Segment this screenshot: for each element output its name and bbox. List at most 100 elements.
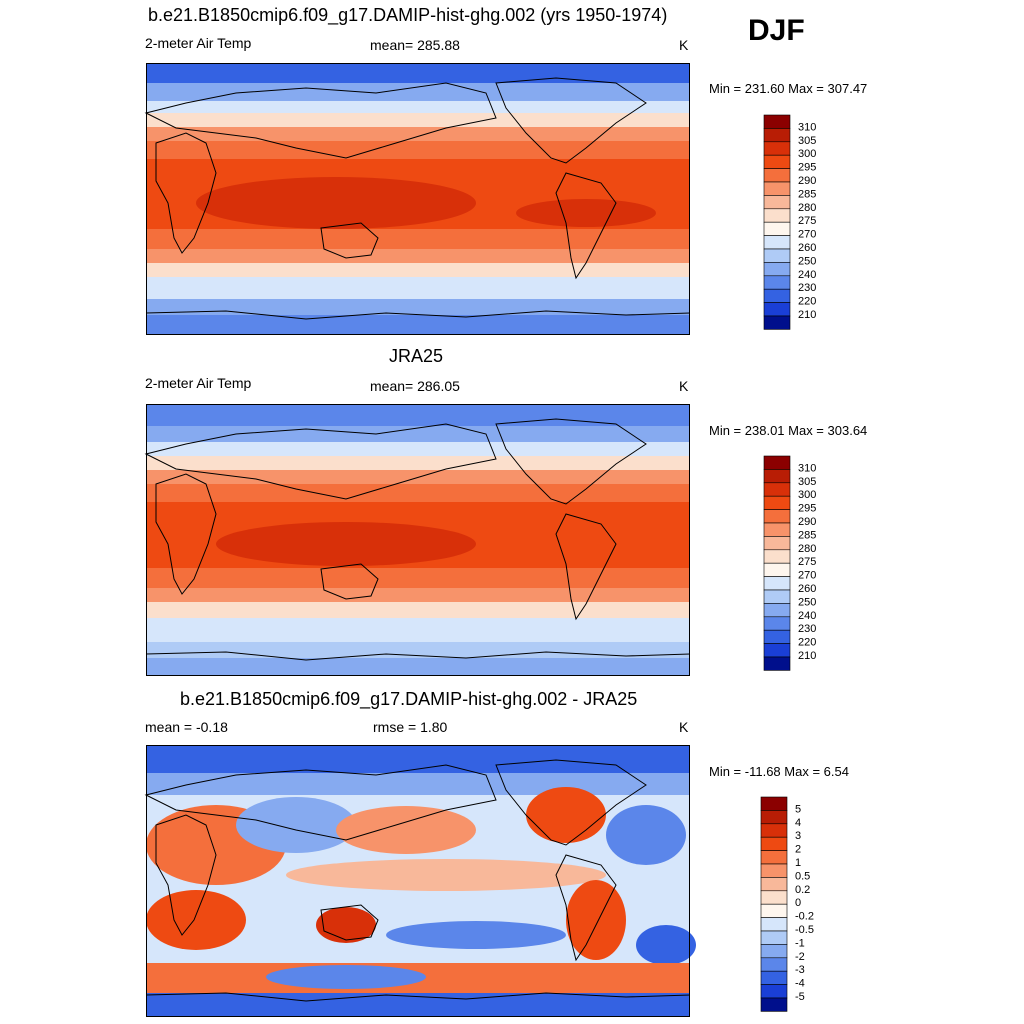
band: [146, 63, 690, 83]
coastline-africa: [155, 473, 217, 595]
anomaly-blob: [386, 921, 566, 949]
anomaly-blob: [606, 805, 686, 865]
colorbar-tick-label: 295: [798, 162, 816, 174]
colorbar-swatch: [760, 863, 788, 878]
colorbar-tick-label: -0.5: [795, 924, 814, 936]
coastline-north-america: [495, 759, 647, 846]
colorbar-swatch: [763, 522, 791, 537]
coastline-australia: [320, 222, 379, 259]
colorbar-tick-label: 4: [795, 817, 801, 829]
colorbar-swatch: [763, 221, 791, 236]
coastline-north-america: [495, 77, 647, 164]
colorbar-swatch: [763, 643, 791, 658]
colorbar-tick-label: 310: [798, 462, 816, 474]
anomaly-blob: [566, 880, 626, 960]
panel-obs-variable-label: 2-meter Air Temp: [145, 375, 252, 391]
panel-model-map: [144, 63, 691, 335]
panel-obs-minmax: Min = 238.01 Max = 303.64: [709, 423, 868, 438]
colorbar-swatch: [760, 796, 788, 811]
band: [146, 127, 690, 141]
colorbar-swatch: [763, 562, 791, 577]
colorbar-tick-label: -3: [795, 964, 805, 976]
panel-obs-map: [144, 404, 691, 676]
colorbar-tick-label: 260: [798, 242, 816, 254]
colorbar-tick-label: -4: [795, 978, 805, 990]
season-label: DJF: [748, 14, 805, 47]
colorbar-swatch: [763, 629, 791, 644]
map-frame: [146, 404, 690, 676]
colorbar-swatch: [763, 114, 791, 129]
colorbar-tick-label: 300: [798, 489, 816, 501]
colorbar-tick-label: 275: [798, 215, 816, 227]
coastline-south-america: [555, 172, 617, 280]
colorbar-swatch: [763, 128, 791, 143]
anomaly-blob: [146, 890, 246, 950]
coastline-australia: [320, 904, 379, 941]
warm-pool: [516, 199, 656, 227]
colorbar-swatch: [763, 235, 791, 250]
colorbar-swatch: [763, 141, 791, 156]
colorbar-tick-label: -0.2: [795, 911, 814, 923]
coastline-antarctica: [145, 992, 691, 1002]
panel-model-units-label: K: [679, 37, 689, 53]
colorbar-swatch: [763, 168, 791, 183]
coastline-south-america: [555, 854, 617, 962]
colorbar-swatch: [763, 656, 791, 671]
colorbar-swatch: [760, 984, 788, 999]
colorbar-tick-label: 220: [798, 637, 816, 649]
colorbar-swatch: [760, 957, 788, 972]
colorbar-swatch: [763, 509, 791, 524]
colorbar-swatch: [763, 302, 791, 317]
colorbar-tick-label: 230: [798, 282, 816, 294]
colorbar-tick-label: 260: [798, 583, 816, 595]
colorbar-tick-label: 310: [798, 121, 816, 133]
band: [146, 456, 690, 470]
band: [146, 83, 690, 101]
coastline-north-america: [495, 418, 647, 505]
colorbar-swatch: [760, 890, 788, 905]
colorbar-swatch: [763, 288, 791, 303]
coastline-eurasia: [144, 423, 497, 500]
colorbar-tick-label: 3: [795, 830, 801, 842]
coastline-eurasia: [144, 82, 497, 159]
colorbar-tick-label: 230: [798, 623, 816, 635]
colorbar-swatch: [760, 917, 788, 932]
panel-diff-title: b.e21.B1850cmip6.f09_g17.DAMIP-hist-ghg.…: [180, 689, 638, 709]
colorbar-tick-label: 1: [795, 857, 801, 869]
colorbar-tick-label: 285: [798, 529, 816, 541]
colorbar-swatch: [763, 455, 791, 470]
colorbar-tick-label: 210: [798, 650, 816, 662]
band: [146, 101, 690, 113]
coastline-south-america: [555, 513, 617, 621]
colorbar-tick-label: 305: [798, 135, 816, 147]
band: [146, 618, 690, 642]
panel-diff-minmax: Min = -11.68 Max = 6.54: [709, 764, 849, 779]
band: [146, 602, 690, 618]
colorbar-swatch: [763, 275, 791, 290]
colorbar-tick-label: 305: [798, 476, 816, 488]
panel-diff-mean-label: mean = -0.18: [145, 719, 228, 735]
colorbar-tick-label: 2: [795, 844, 801, 856]
coastline-australia: [320, 563, 379, 600]
panel-model-minmax: Min = 231.60 Max = 307.47: [709, 81, 868, 96]
colorbar-swatch: [763, 482, 791, 497]
band: [146, 426, 690, 442]
colorbar-swatch: [760, 877, 788, 892]
anomaly-blob: [336, 806, 476, 854]
colorbar-swatch: [763, 603, 791, 618]
band: [146, 442, 690, 456]
colorbar-tick-label: 0.5: [795, 870, 810, 882]
warm-pool: [196, 177, 476, 229]
panel-obs-mean-label: mean= 286.05: [370, 378, 460, 394]
panel-diff-colorbar: 5 43 210.5 0.20 -0.2-0.5-1 -2-3 -4-5: [760, 796, 814, 1012]
panel-model-title: b.e21.B1850cmip6.f09_g17.DAMIP-hist-ghg.…: [148, 5, 668, 25]
colorbar-swatch: [760, 944, 788, 959]
colorbar-swatch: [763, 195, 791, 210]
colorbar-swatch: [763, 495, 791, 510]
anomaly-blob: [286, 859, 606, 891]
colorbar-swatch: [760, 850, 788, 865]
anomaly-blob: [236, 797, 356, 853]
colorbar-swatch: [763, 248, 791, 263]
band: [146, 658, 690, 676]
